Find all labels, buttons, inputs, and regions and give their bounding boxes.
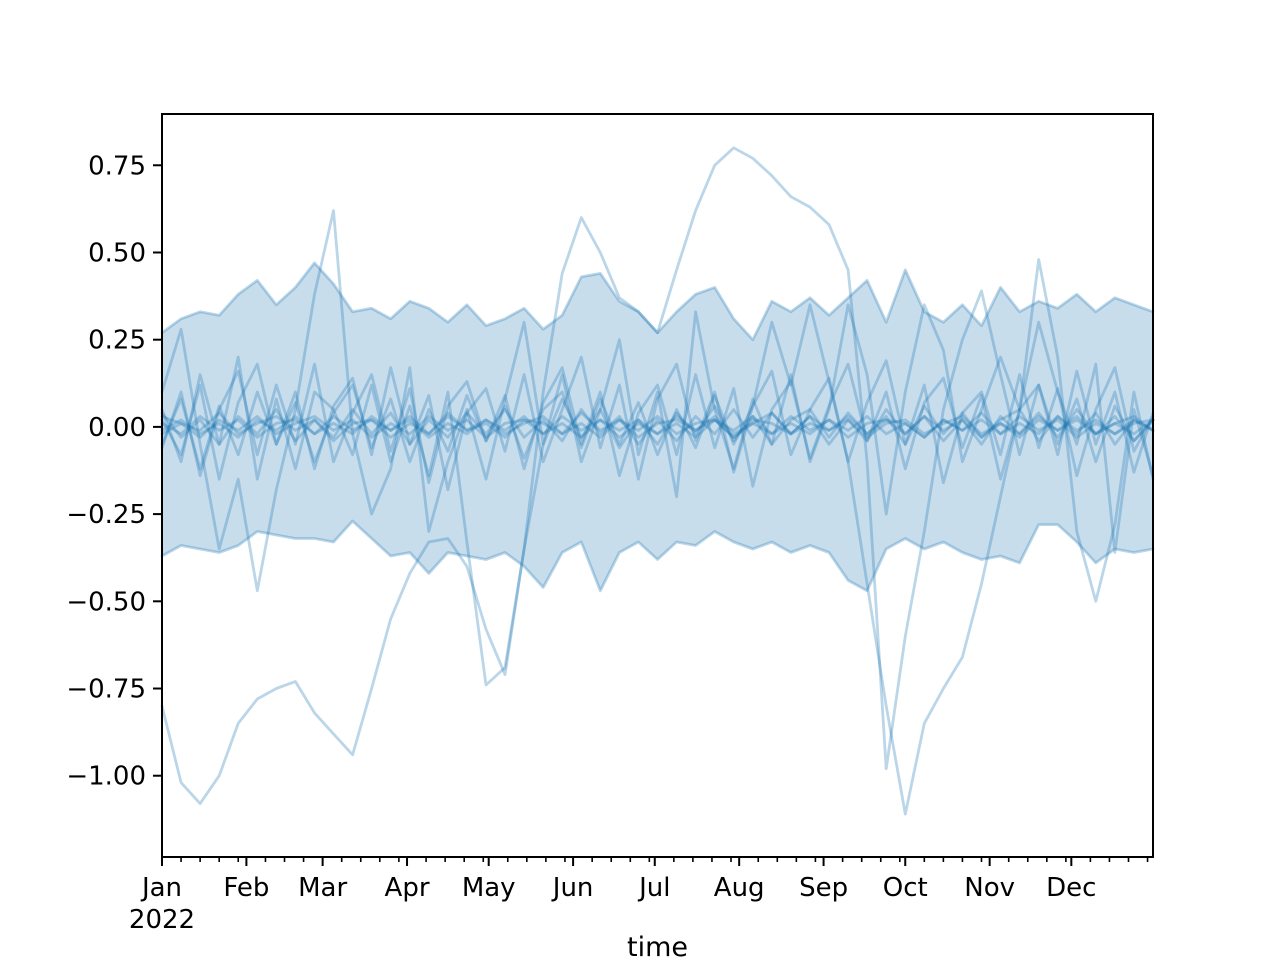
- x-tick-label: Apr: [385, 873, 430, 903]
- time-series-line-flat-noise-4: [160, 414, 1155, 439]
- y-tick-label: −0.50: [66, 587, 146, 617]
- time-series-line-summer-arc: [160, 146, 1155, 771]
- x-tick-label: Mar: [298, 873, 347, 903]
- confidence-band-lower-edge: [160, 519, 1155, 593]
- time-series-line-spring-spike: [160, 209, 1155, 593]
- y-tick-label: 0.50: [88, 238, 146, 268]
- time-series-line-mid-noise-2: [160, 362, 1155, 488]
- year-label: 2022: [129, 905, 195, 935]
- y-tick-label: 0.75: [88, 151, 146, 181]
- y-tick-label: −0.75: [66, 675, 146, 705]
- confidence-band-upper-edge: [160, 261, 1155, 342]
- x-tick-label: Jan: [140, 873, 182, 903]
- time-series-line-flat-noise-3: [160, 408, 1155, 446]
- y-tick-label: −1.00: [66, 762, 146, 792]
- time-series-line-autumn-deep-dip: [160, 258, 1155, 816]
- time-series-line-flat-noise-2: [160, 414, 1155, 439]
- x-tick-label: Oct: [883, 873, 928, 903]
- plot-border: [161, 113, 1154, 858]
- x-tick-label: Aug: [714, 873, 765, 903]
- time-series-line-mid-noise-1: [160, 355, 1155, 492]
- x-axis-label: time: [626, 932, 688, 963]
- x-tick-label: Feb: [223, 873, 269, 903]
- confidence-band: [162, 262, 1153, 591]
- time-series-line-winter-deep-dip: [160, 397, 1155, 805]
- x-tick-label: Dec: [1046, 873, 1096, 903]
- x-tick-label: Jun: [551, 873, 594, 903]
- time-series-line-flat-noise-5: [160, 411, 1155, 443]
- x-tick-label: Sep: [799, 873, 848, 903]
- x-tick-label: May: [462, 873, 516, 903]
- y-tick-label: 0.25: [88, 326, 146, 356]
- y-tick-label: 0.00: [88, 413, 146, 443]
- x-tick-label: Nov: [964, 873, 1015, 903]
- time-series-line-flat-noise-1: [160, 414, 1155, 439]
- x-tick-label: Jul: [637, 873, 670, 903]
- y-tick-label: −0.25: [66, 500, 146, 530]
